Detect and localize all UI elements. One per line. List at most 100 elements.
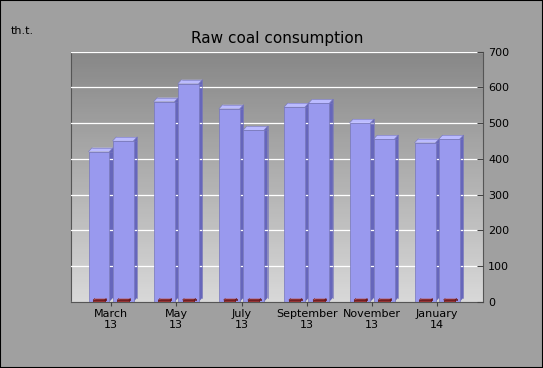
Bar	[71, 157, 483, 159]
Bar	[71, 179, 483, 182]
Bar	[444, 300, 455, 302]
Polygon shape	[243, 126, 268, 130]
Bar	[71, 86, 483, 89]
Polygon shape	[431, 298, 432, 302]
Bar	[71, 144, 483, 146]
Bar	[71, 259, 483, 262]
Polygon shape	[285, 103, 309, 107]
Bar	[71, 187, 483, 189]
Polygon shape	[435, 139, 439, 302]
Polygon shape	[308, 99, 333, 103]
Bar	[117, 300, 129, 302]
Bar	[71, 282, 483, 284]
Polygon shape	[415, 139, 439, 143]
Polygon shape	[395, 135, 398, 302]
Bar	[243, 130, 264, 302]
Polygon shape	[194, 298, 195, 302]
Bar	[71, 124, 483, 127]
Bar	[71, 132, 483, 134]
Bar	[71, 279, 483, 282]
Polygon shape	[350, 119, 374, 123]
Polygon shape	[117, 298, 130, 300]
Bar	[71, 69, 483, 71]
Bar	[71, 82, 483, 84]
Polygon shape	[182, 298, 195, 300]
Bar	[378, 300, 390, 302]
Bar	[71, 89, 483, 92]
Bar	[71, 154, 483, 157]
Bar	[285, 107, 305, 302]
Bar	[71, 109, 483, 112]
Bar	[71, 127, 483, 129]
Bar	[71, 96, 483, 99]
Bar	[71, 167, 483, 169]
Bar	[71, 222, 483, 224]
Bar	[71, 52, 483, 54]
Bar	[71, 287, 483, 289]
Bar	[350, 123, 370, 302]
Polygon shape	[159, 298, 172, 300]
Bar	[71, 182, 483, 184]
Bar	[154, 102, 175, 302]
Polygon shape	[329, 99, 333, 302]
Bar	[71, 104, 483, 107]
Polygon shape	[240, 105, 243, 302]
Bar	[71, 146, 483, 149]
Bar	[113, 141, 134, 302]
Bar	[71, 284, 483, 287]
Bar	[93, 300, 105, 302]
Polygon shape	[154, 98, 178, 102]
Bar	[71, 299, 483, 302]
Bar	[71, 121, 483, 124]
Polygon shape	[354, 298, 367, 300]
Bar	[71, 294, 483, 297]
Bar	[71, 177, 483, 179]
Bar	[71, 137, 483, 139]
Bar	[71, 54, 483, 57]
Bar	[71, 247, 483, 249]
Bar	[415, 143, 435, 302]
Bar	[289, 300, 300, 302]
Bar	[248, 300, 260, 302]
Bar	[71, 134, 483, 137]
Bar	[71, 99, 483, 102]
Bar	[354, 300, 365, 302]
Polygon shape	[455, 298, 457, 302]
Bar	[71, 262, 483, 264]
Bar	[71, 142, 483, 144]
Bar	[439, 139, 460, 302]
Polygon shape	[325, 298, 326, 302]
Bar	[224, 300, 235, 302]
Bar	[71, 77, 483, 79]
Polygon shape	[390, 298, 392, 302]
Bar	[182, 300, 194, 302]
Bar	[71, 242, 483, 244]
Bar	[71, 149, 483, 152]
Title: Raw coal consumption: Raw coal consumption	[191, 31, 363, 46]
Polygon shape	[444, 298, 457, 300]
Bar	[71, 114, 483, 117]
Polygon shape	[419, 298, 432, 300]
Bar	[71, 204, 483, 207]
Bar	[71, 257, 483, 259]
Text: th.t.: th.t.	[11, 26, 34, 36]
Bar	[71, 117, 483, 119]
Polygon shape	[105, 298, 106, 302]
Bar	[71, 67, 483, 69]
Bar	[71, 234, 483, 237]
Bar	[374, 139, 395, 302]
Bar	[71, 272, 483, 274]
Bar	[71, 207, 483, 209]
Bar	[71, 292, 483, 294]
Polygon shape	[175, 98, 178, 302]
Bar	[71, 274, 483, 277]
Polygon shape	[305, 103, 309, 302]
Bar	[71, 254, 483, 257]
Polygon shape	[313, 298, 326, 300]
Bar	[71, 189, 483, 192]
Polygon shape	[264, 126, 268, 302]
Bar	[71, 214, 483, 217]
Bar	[71, 199, 483, 202]
Bar	[71, 227, 483, 229]
Polygon shape	[378, 298, 392, 300]
